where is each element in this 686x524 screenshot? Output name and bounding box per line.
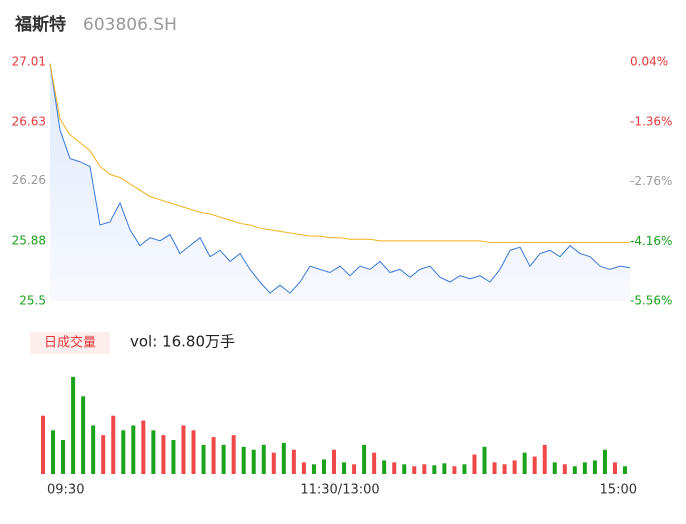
stock-name: 福斯特 — [14, 14, 66, 35]
x-tick-label: 15:00 — [600, 483, 637, 498]
volume-label: vol: 16.80万手 — [130, 333, 235, 351]
avg-line — [49, 63, 630, 243]
volume-bar — [392, 462, 397, 474]
y-tick-label: 26.26 — [12, 173, 46, 187]
volume-bar — [271, 452, 276, 474]
volume-bar — [41, 415, 45, 474]
volume-bar — [342, 462, 347, 474]
volume-bar — [492, 462, 497, 474]
volume-bar — [462, 464, 467, 474]
volume-bar — [432, 465, 437, 474]
volume-bar — [372, 452, 377, 474]
volume-bar — [592, 460, 597, 474]
volume-bar — [502, 464, 507, 474]
volume-bar — [482, 446, 487, 474]
volume-bar — [71, 376, 76, 474]
volume-bar — [51, 430, 56, 474]
y2-tick-label: 0.04% — [630, 55, 668, 69]
volume-bar — [542, 444, 547, 474]
volume-bar — [151, 430, 156, 474]
volume-bar — [332, 449, 336, 474]
legend-button[interactable] — [30, 332, 110, 354]
stock-code: 603806.SH — [83, 15, 177, 35]
y-tick-label: 26.63 — [12, 115, 46, 129]
volume-bar — [532, 456, 537, 474]
volume-bar — [311, 464, 316, 474]
volume-bar — [402, 464, 407, 474]
volume-bar — [582, 462, 587, 474]
y-tick-label: 27.01 — [12, 55, 46, 69]
y-tick-label: 25.88 — [12, 233, 46, 247]
legend-label[interactable]: 日成交量 — [44, 335, 96, 351]
volume-bar — [602, 449, 607, 474]
volume-bar — [171, 440, 176, 474]
x-tick-label: 09:30 — [47, 483, 84, 498]
x-tick-label: 11:30/13:00 — [300, 483, 379, 498]
volume-bar — [141, 420, 146, 474]
volume-bar — [61, 440, 66, 474]
volume-bar — [352, 464, 357, 474]
volume-bar — [161, 435, 166, 474]
volume-bar — [91, 425, 96, 474]
volume-bar — [181, 425, 186, 474]
volume-bar — [111, 415, 116, 474]
volume-bar — [382, 460, 387, 474]
volume-bar — [562, 464, 567, 474]
price-line — [49, 63, 631, 294]
y2-tick-label: -5.56% — [630, 294, 672, 308]
volume-bar — [201, 444, 206, 474]
volume-bar — [412, 466, 417, 474]
volume-bar — [472, 454, 477, 474]
volume-bar — [612, 462, 617, 474]
y2-tick-label: -2.76% — [630, 174, 672, 188]
price-area — [50, 63, 630, 302]
volume-bar — [121, 430, 126, 474]
volume-bar — [101, 435, 106, 474]
volume-bar — [623, 466, 627, 474]
volume-bar — [321, 459, 326, 474]
volume-bar — [512, 460, 517, 474]
volume-bar — [422, 464, 427, 474]
volume-bar — [362, 444, 367, 474]
volume-bar — [231, 435, 236, 474]
volume-bar — [251, 449, 256, 474]
volume-bar — [442, 463, 447, 474]
volume-bar — [131, 425, 136, 474]
volume-bar — [552, 462, 557, 474]
y2-tick-label: -4.16% — [630, 234, 672, 248]
volume-bar — [281, 442, 286, 474]
y2-tick-label: -1.36% — [630, 114, 672, 128]
volume-bar — [301, 462, 306, 474]
volume-bar — [291, 449, 296, 474]
volume-bar — [572, 466, 577, 474]
volume-bar — [211, 437, 216, 474]
volume-bar — [81, 396, 86, 474]
volume-bar — [221, 444, 226, 474]
volume-bar — [241, 446, 246, 474]
volume-bar — [261, 444, 266, 474]
volume-bar — [452, 466, 457, 474]
volume-bar — [191, 430, 196, 474]
y-tick-label: 25.5 — [19, 294, 46, 308]
volume-bar — [522, 452, 527, 474]
